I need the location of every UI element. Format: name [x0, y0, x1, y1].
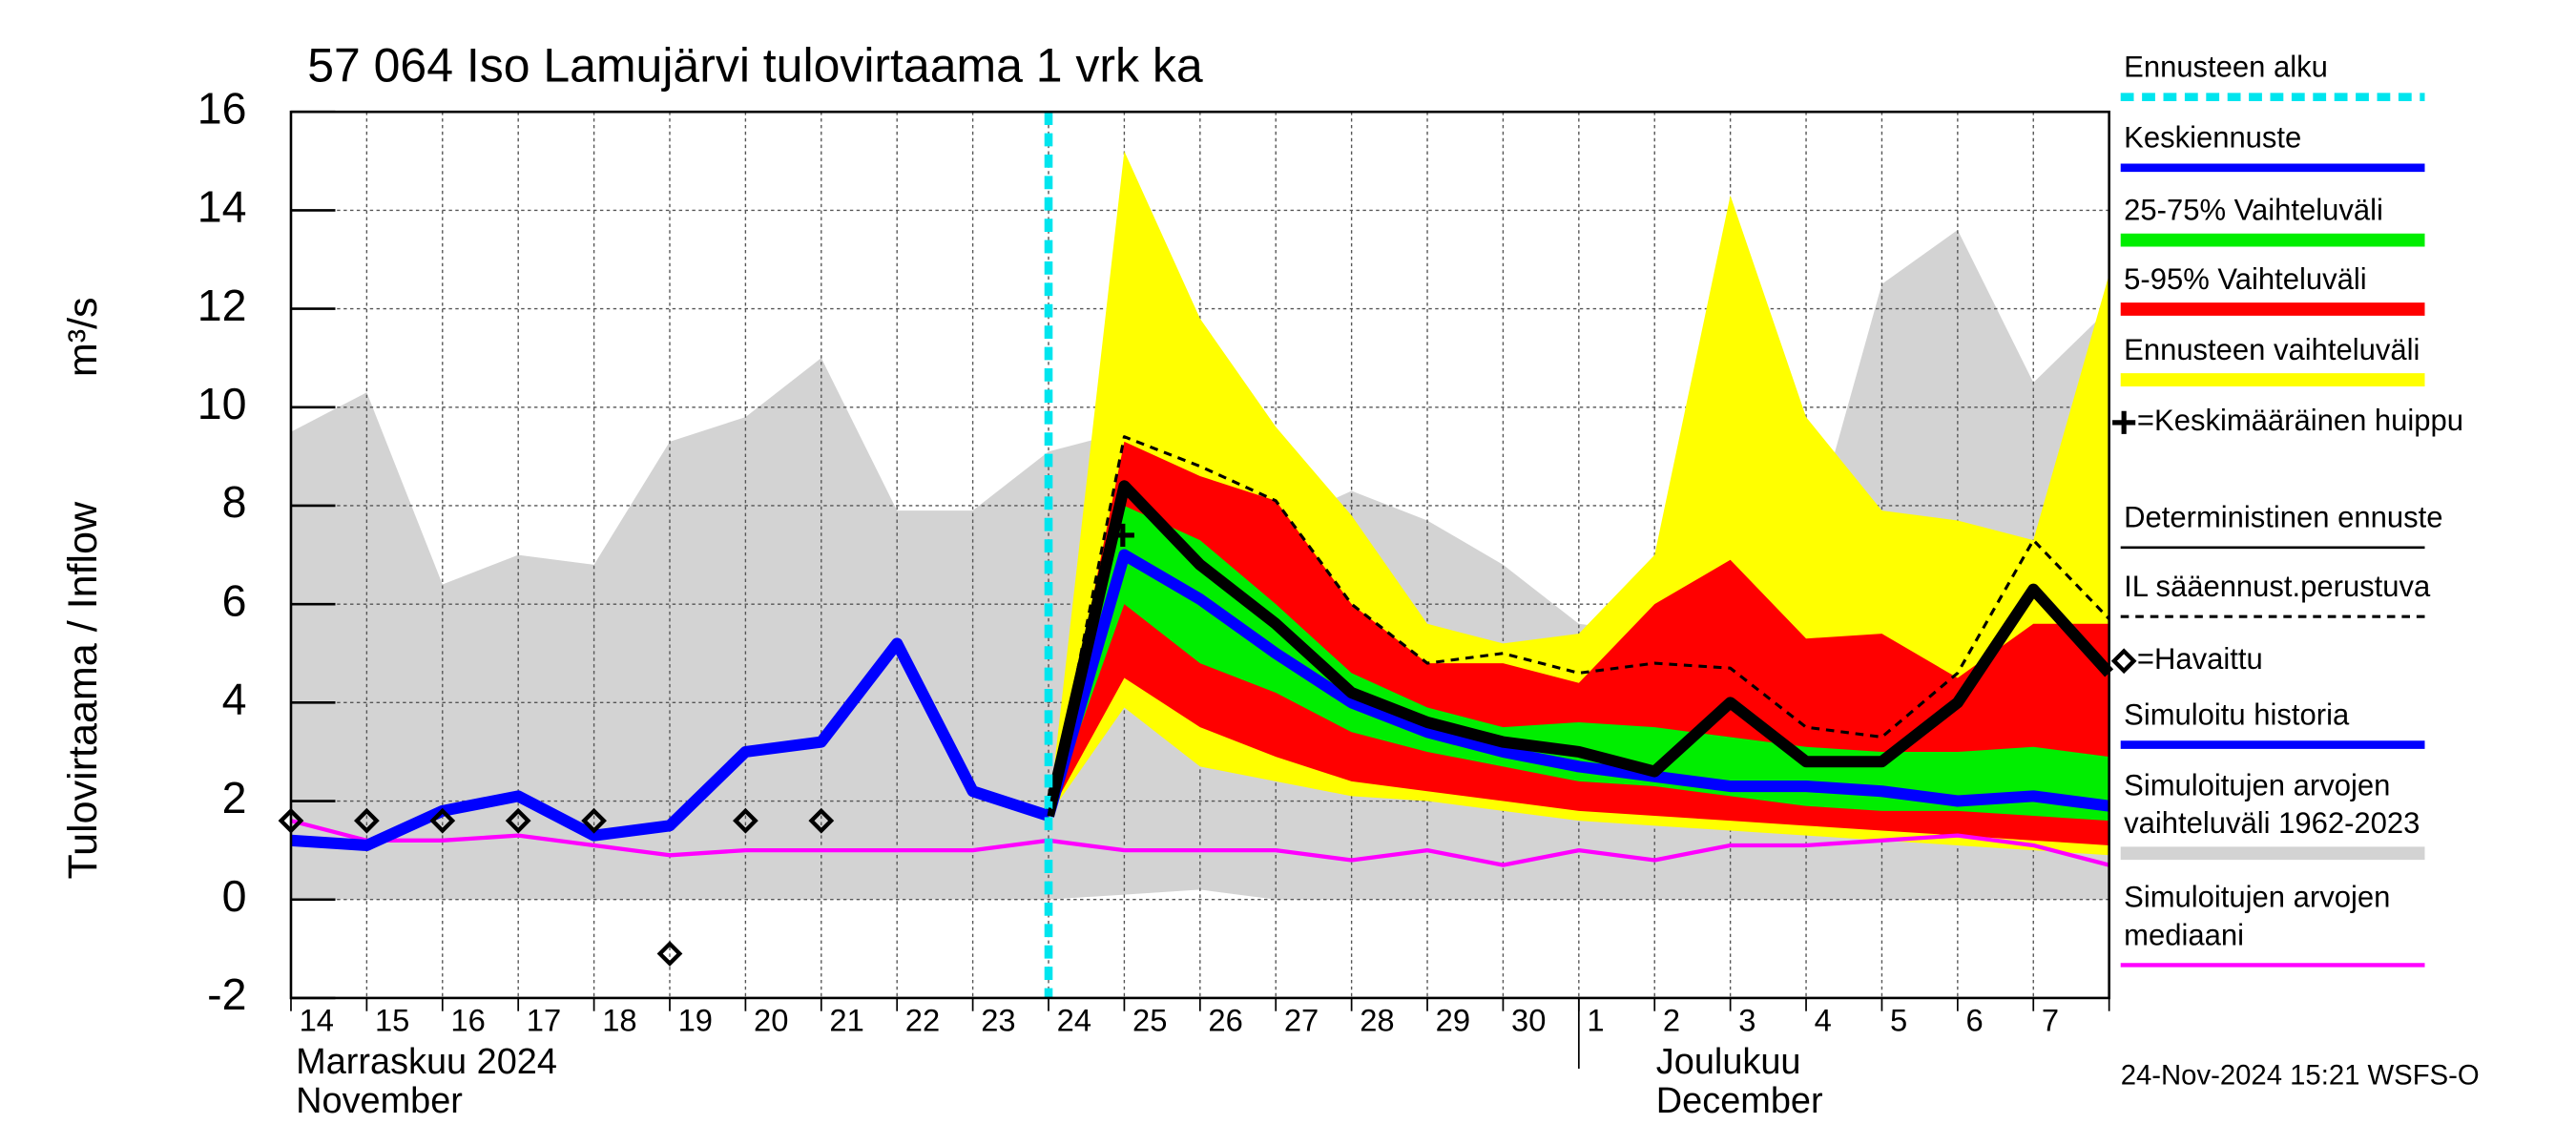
x-tick-label: 7	[2042, 1002, 2059, 1037]
x-tick-label: 1	[1587, 1002, 1604, 1037]
footer: 24-Nov-2024 15:21 WSFS-O	[2121, 1059, 2480, 1091]
band	[1049, 441, 2109, 845]
marker	[1111, 523, 1134, 547]
marker	[656, 941, 683, 967]
y-tick-label: 8	[222, 477, 247, 527]
chart-title: 57 064 Iso Lamujärvi tulovirtaama 1 vrk …	[307, 39, 1203, 93]
legend-label: =Havaittu	[2137, 642, 2263, 676]
y-tick-label: 0	[222, 871, 247, 921]
legend-label: IL sääennust.perustuva	[2124, 570, 2431, 603]
x-tick-label: 20	[754, 1002, 788, 1037]
line	[1047, 485, 2110, 817]
x-tick-label: 4	[1815, 1002, 1832, 1037]
month-label: Marraskuu 2024	[296, 1042, 557, 1082]
x-tick-label: 6	[1965, 1002, 1983, 1037]
x-tick-label: 22	[905, 1002, 940, 1037]
line	[1043, 549, 2110, 818]
y-tick-label: 14	[197, 182, 247, 232]
marker	[581, 807, 607, 834]
y-tick-label: 2	[222, 773, 247, 822]
marker	[733, 807, 758, 834]
y-tick-label: -2	[207, 969, 246, 1019]
legend-label: mediaani	[2124, 918, 2244, 951]
line	[290, 819, 2110, 867]
legend-label: Simuloitujen arvojen	[2124, 769, 2390, 802]
legend-label: =Keskimääräinen huippu	[2137, 404, 2463, 437]
y-tick-label: 4	[222, 675, 247, 724]
month-label: November	[296, 1081, 463, 1121]
legend-label: 5-95% Vaihteluväli	[2124, 262, 2366, 296]
x-tick-label: 5	[1890, 1002, 1907, 1037]
legend-label: Ennusteen alku	[2124, 51, 2328, 84]
month-label: Joulukuu	[1656, 1042, 1801, 1082]
x-tick-label: 21	[829, 1002, 863, 1037]
y-axis-unit: m³/s	[60, 297, 106, 377]
legend-label: Keskiennuste	[2124, 121, 2301, 155]
month-label: December	[1656, 1081, 1823, 1121]
legend-label: vaihteluväli 1962-2023	[2124, 806, 2420, 840]
x-tick-label: 28	[1360, 1002, 1394, 1037]
plot-frame	[289, 110, 2110, 1000]
x-tick-label: 18	[602, 1002, 636, 1037]
x-tick-label: 24	[1057, 1002, 1091, 1037]
x-tick-label: 16	[450, 1002, 485, 1037]
legend-label: Ennusteen vaihteluväli	[2124, 333, 2420, 366]
x-tick-label: 17	[527, 1002, 561, 1037]
y-tick-label: 6	[222, 575, 247, 625]
y-tick-label: 16	[197, 83, 247, 133]
marker	[808, 807, 835, 834]
legend-label: 25-75% Vaihteluväli	[2124, 193, 2383, 226]
line	[290, 637, 1050, 852]
x-tick-label: 14	[300, 1002, 334, 1037]
y-axis-label: Tulovirtaama / Inflow	[60, 501, 106, 880]
legend-label: Deterministinen ennuste	[2124, 501, 2442, 534]
x-tick-label: 2	[1663, 1002, 1680, 1037]
x-tick-label: 29	[1436, 1002, 1470, 1037]
legend-label: Simuloitujen arvojen	[2124, 881, 2390, 914]
x-tick-label: 23	[981, 1002, 1015, 1037]
legend-symbol	[2110, 648, 2137, 675]
x-tick-label: 30	[1511, 1002, 1546, 1037]
x-tick-label: 19	[678, 1002, 713, 1037]
x-tick-label: 27	[1284, 1002, 1319, 1037]
y-tick-label: 10	[197, 379, 247, 428]
x-tick-label: 3	[1738, 1002, 1755, 1037]
x-tick-label: 26	[1208, 1002, 1242, 1037]
x-tick-label: 15	[375, 1002, 409, 1037]
marker	[429, 807, 456, 834]
line	[1047, 435, 2110, 817]
marker	[353, 807, 380, 834]
x-tick-label: 25	[1132, 1002, 1167, 1037]
marker	[505, 807, 531, 834]
legend-symbol	[2112, 410, 2136, 434]
y-tick-label: 12	[197, 281, 247, 330]
legend-label: Simuloitu historia	[2124, 697, 2350, 731]
